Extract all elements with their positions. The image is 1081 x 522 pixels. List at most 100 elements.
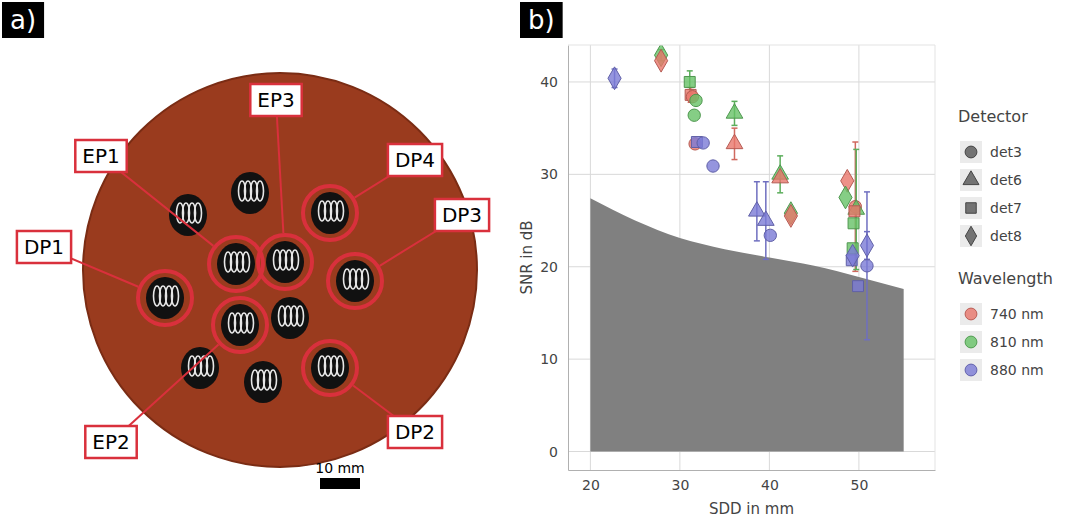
data-point xyxy=(690,94,702,106)
data-point xyxy=(772,168,789,182)
hole-label: EP1 xyxy=(75,140,126,172)
error-bar-cap xyxy=(754,181,760,183)
panel-letter: a) xyxy=(2,2,44,38)
y-axis-title: SNR in dB xyxy=(518,220,536,294)
grid-line-y xyxy=(568,174,935,175)
data-point xyxy=(726,134,743,148)
error-bar-cap xyxy=(852,141,858,143)
data-point xyxy=(697,137,709,149)
label-text: DP2 xyxy=(395,420,435,444)
hole-marker xyxy=(303,341,357,395)
tick: 20 xyxy=(540,259,568,275)
legend-marker xyxy=(965,336,977,348)
fiber-hole xyxy=(221,304,259,346)
fiber-hole xyxy=(244,361,282,403)
hole xyxy=(146,277,184,319)
legend-marker xyxy=(965,146,977,158)
hole-marker xyxy=(213,298,267,352)
hole xyxy=(244,361,282,403)
fiber-hole xyxy=(311,192,349,234)
tick: 20 xyxy=(582,470,600,493)
data-point xyxy=(684,76,695,87)
legend-key-bg xyxy=(960,303,982,325)
legend-key-bg xyxy=(960,141,982,163)
tick: 40 xyxy=(540,74,568,90)
tick-label: 20 xyxy=(582,477,600,493)
fiber-loop xyxy=(257,181,264,201)
data-point xyxy=(764,229,776,241)
tick-label: 10 xyxy=(540,351,558,367)
legend-label: det6 xyxy=(990,172,1022,188)
frame-right xyxy=(935,45,936,470)
tick: 10 xyxy=(540,351,568,367)
error-bar-cap xyxy=(864,191,870,193)
error-bar-cap xyxy=(731,127,737,129)
legend-label: det7 xyxy=(990,200,1022,216)
grid-line-y xyxy=(568,81,935,82)
hole xyxy=(336,260,374,302)
data-point xyxy=(655,49,668,72)
hole-label: DP2 xyxy=(388,416,442,448)
label-box xyxy=(388,144,442,176)
data-point xyxy=(608,67,621,90)
hole xyxy=(266,241,304,283)
x-axis: 20304050 xyxy=(569,470,936,493)
hole xyxy=(311,347,349,389)
scale-bar xyxy=(320,478,360,489)
fiber-loop xyxy=(247,313,254,333)
data-point xyxy=(688,109,700,121)
fiber-loop xyxy=(172,286,179,306)
error-bar-cap xyxy=(777,192,783,194)
hole xyxy=(271,297,309,339)
label-text: EP2 xyxy=(92,430,129,454)
tick-label: 20 xyxy=(540,259,558,275)
panel-letter-box xyxy=(520,2,563,38)
data-point xyxy=(860,234,873,257)
label-text: DP3 xyxy=(442,203,482,227)
data-point xyxy=(784,205,797,228)
hole-marker xyxy=(258,235,312,289)
data-point xyxy=(853,281,864,292)
hole-label: EP3 xyxy=(250,84,301,116)
hole-marker xyxy=(209,237,263,291)
fiber-hole xyxy=(181,347,219,389)
error-bar-cap xyxy=(763,181,769,183)
label-text: DP4 xyxy=(395,148,435,172)
tick-label: 30 xyxy=(540,166,558,182)
fiber-hole xyxy=(217,243,255,285)
hole-marker xyxy=(303,186,357,240)
tick-label: 40 xyxy=(761,477,779,493)
fiber-loop xyxy=(292,250,299,270)
x-axis-title: SDD in mm xyxy=(709,500,794,518)
error-bar-cap xyxy=(864,339,870,341)
legend-label: det8 xyxy=(990,228,1022,244)
panel-letter: b) xyxy=(520,2,563,38)
fiber-loop xyxy=(297,306,304,326)
hole xyxy=(181,347,219,389)
label-box xyxy=(435,199,489,231)
plot-background xyxy=(568,45,935,470)
label-box xyxy=(17,231,71,263)
photo-panel: EP1EP3DP4DP3DP1EP2DP210 mm xyxy=(17,73,489,489)
fiber-loop xyxy=(270,370,277,390)
error-bar-cap xyxy=(777,155,783,157)
fiber-hole xyxy=(271,297,309,339)
hole xyxy=(221,304,259,346)
fiber-loop xyxy=(195,203,202,223)
tick-label: 40 xyxy=(540,74,558,90)
panel-letter-box xyxy=(2,2,44,38)
chart-panel: 20304050010203040SDD in mmSNR in dBDetec… xyxy=(518,44,1053,518)
axis-line xyxy=(568,46,569,471)
label-text: DP1 xyxy=(24,235,64,259)
error-bar-cap xyxy=(853,269,859,271)
hole-marker xyxy=(328,254,382,308)
label-box xyxy=(75,140,126,172)
grid xyxy=(568,45,935,470)
data-point xyxy=(757,211,774,225)
legend-marker xyxy=(963,171,979,185)
label-text: EP3 xyxy=(257,88,294,112)
label-box xyxy=(85,426,136,458)
fiber-loop xyxy=(207,356,214,376)
legend-marker xyxy=(965,364,977,376)
label-text: EP1 xyxy=(82,144,119,168)
